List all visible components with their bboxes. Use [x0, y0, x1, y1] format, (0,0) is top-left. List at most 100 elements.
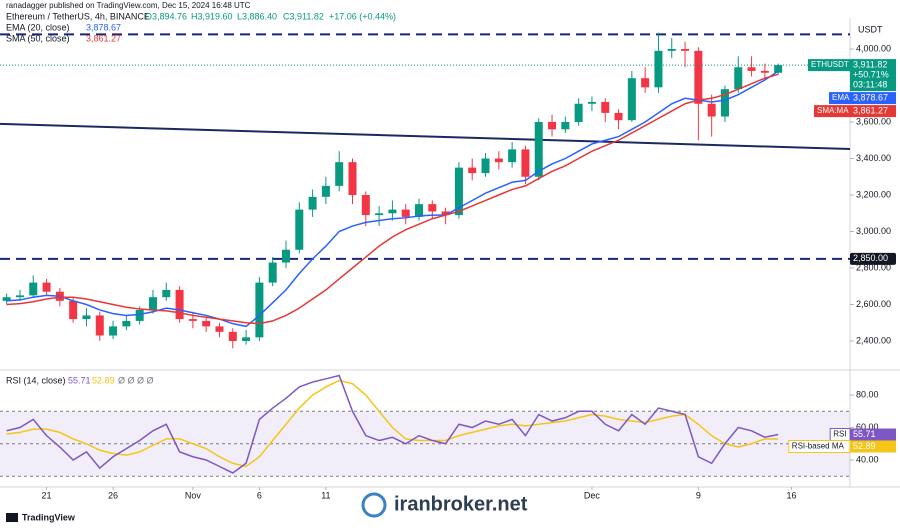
time-tick-label: Dec	[584, 490, 601, 500]
candle-body	[774, 65, 783, 73]
time-tick-label: 9	[696, 490, 701, 500]
symbol-tag	[808, 59, 850, 72]
trendline	[0, 122, 851, 151]
candle-body	[202, 320, 211, 327]
time-tick-label: 21	[42, 490, 52, 500]
countdown-label: 03:11:48	[853, 79, 887, 89]
candle-body	[548, 122, 557, 130]
candle-body	[574, 103, 583, 123]
indicator-tag-value: 3,861.27	[853, 105, 888, 115]
candle-body	[82, 315, 91, 320]
price-tick-label: 2,600.00	[856, 299, 891, 309]
candle-body	[321, 185, 330, 197]
footer-logo: TradingView	[22, 512, 76, 522]
price-tick-label: 3,600.00	[856, 116, 891, 126]
candle-body	[454, 167, 463, 216]
candle-body	[95, 315, 104, 336]
indicator-line	[6, 379, 779, 468]
candle-body	[2, 297, 11, 301]
candle-body	[667, 49, 676, 51]
rsi-name-label: RSI	[833, 430, 846, 439]
candle-body	[268, 262, 277, 283]
price-tick-label: 4,000.00	[856, 43, 891, 53]
price-tag	[850, 59, 896, 92]
candle-body	[561, 122, 570, 130]
candle-body	[747, 67, 756, 71]
rsi-name-label: RSI-based MA	[792, 442, 845, 451]
candle-body	[122, 320, 131, 327]
candle-body	[441, 211, 450, 216]
indicator-name-label: SMA:MA	[817, 106, 849, 115]
indicator-legend-name: SMA (50, close)	[6, 33, 70, 43]
candle-body	[720, 89, 729, 117]
indicator-line	[6, 374, 779, 474]
candle-body	[468, 167, 477, 174]
candle-body	[601, 101, 610, 113]
indicator-line	[6, 73, 779, 325]
rsi-legend-value: 52.89	[92, 375, 115, 385]
candle-body	[481, 158, 490, 174]
candle-body	[188, 319, 197, 321]
candle-body	[15, 295, 24, 298]
indicator-line	[6, 70, 779, 328]
candle-body	[494, 158, 503, 163]
candle-body	[242, 337, 251, 341]
watermark: iranbroker.net	[361, 492, 528, 518]
rsi-value-tag	[850, 428, 896, 441]
candle-body	[401, 209, 410, 217]
watermark-icon	[361, 492, 387, 518]
candle-body	[428, 204, 437, 212]
price-tag-label: 3,911.82	[853, 59, 887, 69]
candle-body	[654, 50, 663, 88]
ohlc-value: O3,894.76	[145, 11, 187, 21]
rsi-tick-label: 40.00	[856, 454, 879, 464]
candle-body	[614, 112, 623, 121]
axis-unit: USDT	[858, 24, 883, 34]
indicator-tag	[850, 105, 896, 118]
time-tick-label: 26	[108, 490, 118, 500]
candle-body	[508, 149, 517, 163]
candle-body	[162, 289, 171, 298]
rsi-tick-label: 80.00	[856, 389, 879, 399]
indicator-tag-value: 3,878.67	[853, 92, 888, 102]
rsi-tick-label: 60.00	[856, 422, 879, 432]
candle-body	[641, 78, 650, 88]
candle-body	[255, 282, 264, 338]
ohlc-value: C3,911.82	[283, 11, 324, 21]
ohlc-value: +17.06 (+0.44%)	[329, 11, 396, 21]
candle-body	[42, 282, 51, 292]
candle-body	[521, 149, 530, 177]
candle-body	[281, 249, 290, 263]
ohlc-value: H3,919.60	[191, 11, 233, 21]
indicator-tag	[850, 92, 896, 105]
price-tick-label: 2,400.00	[856, 335, 891, 345]
symbol-tag-label: ETHUSDT	[811, 60, 849, 69]
indicator-legend-value: 3,878.67	[86, 22, 121, 32]
candle-body	[295, 209, 304, 250]
rsi-title: RSI (14, close)	[6, 375, 66, 385]
candle-body	[587, 101, 596, 104]
indicator-name-tag	[829, 92, 850, 105]
rsi-value-tag	[850, 440, 896, 453]
candle-body	[760, 70, 769, 73]
candle-body	[228, 331, 237, 341]
level-tag-label: 2,850.00	[853, 253, 888, 263]
candle-body	[109, 326, 118, 336]
candle-body	[415, 204, 424, 217]
candle-body	[627, 78, 636, 121]
candle-body	[215, 326, 224, 332]
price-tick-label: 3,000.00	[856, 226, 891, 236]
candle-body	[388, 209, 397, 214]
candle-body	[534, 122, 543, 177]
indicator-legend-name: EMA (20, close)	[6, 22, 70, 32]
indicator-name-label: EMA	[832, 93, 850, 102]
rsi-extra: Ø Ø Ø Ø	[118, 375, 154, 385]
rsi-value-tag-label: 55.71	[853, 429, 876, 439]
candle-body	[135, 309, 144, 321]
footer-icon	[6, 513, 18, 522]
price-tick-label: 2,800.00	[856, 262, 891, 272]
candle-body	[361, 195, 370, 216]
change-label: +50.71%	[853, 69, 889, 79]
candle-body	[29, 282, 38, 296]
